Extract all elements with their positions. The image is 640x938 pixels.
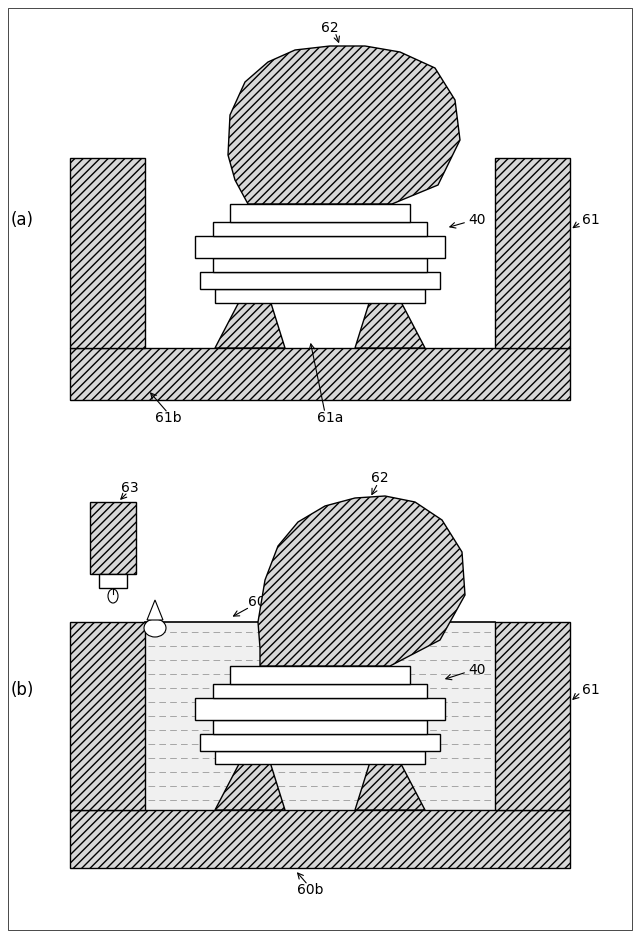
- Bar: [200, 272, 440, 289]
- Bar: [200, 734, 440, 751]
- Bar: [215, 289, 425, 303]
- Text: (b): (b): [10, 681, 34, 699]
- Bar: [70, 158, 145, 348]
- Polygon shape: [215, 762, 285, 810]
- Polygon shape: [215, 300, 285, 348]
- Text: 61a: 61a: [317, 411, 343, 425]
- Bar: [70, 810, 570, 868]
- Polygon shape: [228, 46, 460, 204]
- Bar: [90, 502, 136, 574]
- Bar: [195, 236, 445, 258]
- Text: 60b: 60b: [248, 595, 275, 609]
- Bar: [70, 348, 570, 400]
- Polygon shape: [147, 600, 163, 620]
- Bar: [213, 258, 427, 272]
- Bar: [230, 666, 410, 684]
- Bar: [195, 698, 445, 720]
- Text: 40: 40: [468, 663, 486, 677]
- Bar: [145, 622, 495, 810]
- Polygon shape: [355, 300, 425, 348]
- Text: 60b: 60b: [297, 883, 323, 897]
- Text: 63: 63: [121, 481, 139, 495]
- Polygon shape: [355, 762, 425, 810]
- Bar: [495, 622, 570, 810]
- Bar: [213, 720, 427, 734]
- Ellipse shape: [108, 589, 118, 603]
- Text: 62: 62: [321, 21, 339, 35]
- Bar: [215, 751, 425, 764]
- Bar: [213, 684, 427, 698]
- Bar: [230, 204, 410, 222]
- Polygon shape: [258, 496, 465, 666]
- Text: 40: 40: [468, 213, 486, 227]
- Text: 61: 61: [582, 213, 600, 227]
- Bar: [99, 574, 127, 588]
- Bar: [70, 622, 145, 810]
- Bar: [213, 222, 427, 236]
- Text: 61b: 61b: [155, 411, 181, 425]
- Text: 62: 62: [371, 471, 389, 485]
- Ellipse shape: [144, 619, 166, 637]
- Text: 61: 61: [582, 683, 600, 697]
- Bar: [495, 158, 570, 348]
- Text: (a): (a): [10, 211, 33, 229]
